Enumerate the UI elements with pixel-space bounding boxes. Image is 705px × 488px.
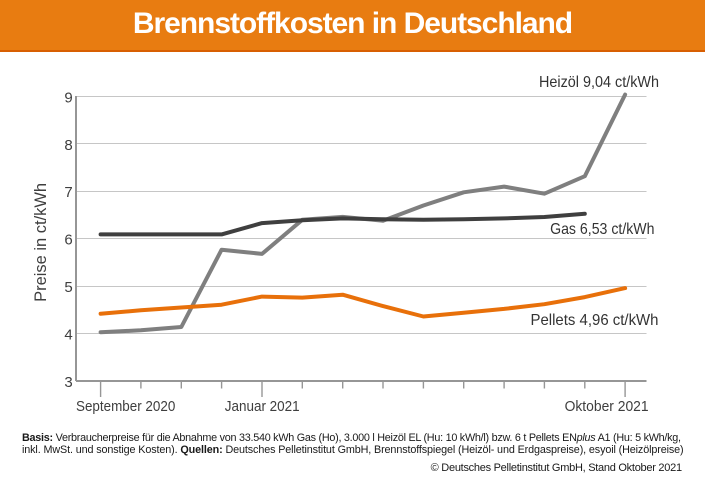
svg-text:4: 4 [64,327,72,344]
svg-text:6: 6 [64,232,72,249]
svg-text:September 2020: September 2020 [76,399,175,415]
svg-text:Preise in ct/kWh: Preise in ct/kWh [32,183,50,302]
svg-text:5: 5 [64,279,72,296]
svg-text:7: 7 [64,184,72,201]
svg-text:Gas 6,53 ct/kWh: Gas 6,53 ct/kWh [550,221,654,238]
svg-text:8: 8 [64,137,72,154]
svg-text:Januar 2021: Januar 2021 [225,399,300,415]
svg-text:Pellets 4,96 ct/kWh: Pellets 4,96 ct/kWh [531,312,659,329]
svg-text:9: 9 [64,89,72,106]
svg-text:3: 3 [64,374,72,391]
svg-text:Heizöl 9,04 ct/kWh: Heizöl 9,04 ct/kWh [539,74,659,91]
svg-text:Oktober 2021: Oktober 2021 [565,399,649,415]
